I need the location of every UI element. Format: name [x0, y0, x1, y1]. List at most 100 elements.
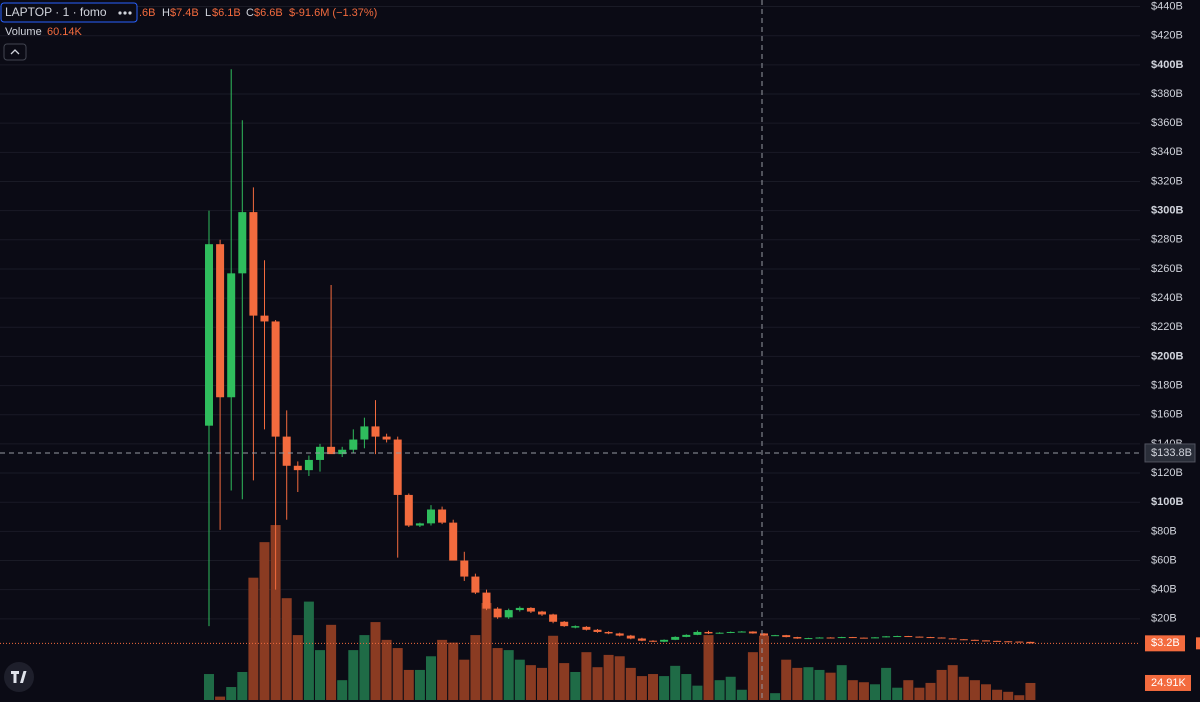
more-icon[interactable]: [118, 11, 132, 15]
candle-body: [482, 592, 491, 609]
symbol-box[interactable]: [0, 2, 138, 23]
candle-body: [205, 244, 213, 426]
candle-body: [982, 640, 990, 642]
volume-bar: [348, 650, 359, 700]
candle-body: [937, 637, 946, 639]
volume-bar: [814, 669, 825, 700]
volume-bar: [514, 659, 525, 700]
volume-bar: [836, 665, 847, 700]
candle-body: [349, 439, 358, 450]
volume-bar: [1025, 682, 1036, 700]
close-key: C: [246, 7, 254, 19]
change-value: $-91.6M (−1.37%): [289, 7, 377, 19]
volume-bar: [226, 687, 237, 700]
volume-label: 24.91K: [1151, 677, 1187, 689]
candles: [0, 69, 1140, 644]
candle-body: [393, 439, 402, 495]
y-tick-label: $320B: [1151, 175, 1183, 187]
volume-bar: [625, 667, 636, 700]
y-tick-label: $380B: [1151, 88, 1183, 100]
candle-body: [871, 637, 879, 639]
low-value: $6.1B: [212, 7, 241, 19]
candle-body: [993, 640, 1002, 642]
candle-body: [515, 607, 524, 611]
volume-bar: [503, 650, 514, 700]
candle-body: [748, 631, 757, 634]
volume-bar: [958, 676, 969, 700]
candle-body: [859, 637, 868, 639]
crosshair-price-box: [1144, 443, 1196, 463]
volume-bar: [870, 684, 880, 700]
crosshair-price-label: $133.8B: [1151, 447, 1192, 459]
volume-bar: [370, 622, 381, 700]
volume-bar: [270, 525, 281, 700]
volume-bar: [803, 667, 814, 700]
y-tick-label: $440B: [1151, 0, 1183, 12]
volume-bar: [703, 635, 714, 700]
volume-bar: [581, 652, 592, 700]
volume-bar: [525, 665, 536, 700]
y-tick-label: $340B: [1151, 146, 1183, 158]
volume-bar: [215, 696, 226, 700]
volume-bar: [736, 689, 747, 700]
volume-bar: [1014, 695, 1025, 700]
collapse-button[interactable]: [3, 43, 27, 61]
y-tick-label: $280B: [1151, 234, 1183, 246]
volume-bar: [448, 642, 459, 700]
candle-body: [793, 637, 802, 639]
volume-bar: [248, 577, 259, 700]
candle-body: [893, 636, 902, 638]
y-tick-label: $100B: [1151, 496, 1183, 508]
volume-bar: [847, 680, 858, 700]
y-tick-label: $300B: [1151, 205, 1183, 217]
y-tick-label: $420B: [1151, 30, 1183, 42]
candle-body: [948, 638, 957, 640]
volume-bar: [237, 671, 248, 700]
candle-body: [882, 636, 891, 638]
volume-bar: [1003, 691, 1014, 700]
volume-bar: [592, 667, 603, 700]
volume-bar: [470, 635, 481, 700]
grid: [0, 6, 1140, 620]
candle-body: [760, 633, 768, 636]
volume-bar: [414, 669, 425, 700]
volume-bar: [636, 676, 647, 700]
volume-key: Volume: [5, 26, 42, 38]
low-key: L: [205, 7, 211, 19]
candle-body: [904, 636, 913, 638]
volume-bar: [947, 665, 958, 700]
volume-bar: [492, 648, 503, 700]
candle-body: [593, 629, 602, 632]
volume-bar: [914, 687, 925, 700]
y-tick-label: $120B: [1151, 467, 1183, 479]
y-tick-label: $220B: [1151, 321, 1183, 333]
candle-body: [404, 494, 413, 526]
volume-bar: [337, 680, 348, 700]
volume-pane: [204, 525, 1036, 700]
volume-bar: [903, 680, 914, 700]
logo[interactable]: [4, 662, 34, 692]
y-tick-label: $80B: [1151, 525, 1177, 537]
candle-body: [959, 639, 968, 641]
volume-bar: [537, 667, 547, 700]
volume-bar: [670, 665, 681, 700]
candle-body: [238, 212, 247, 274]
volume-bar: [925, 682, 936, 700]
volume-bar: [459, 659, 470, 700]
candle-body: [504, 610, 513, 618]
candle-body: [260, 315, 269, 322]
candle-body: [604, 631, 613, 634]
candle-body: [327, 446, 336, 455]
candle-body: [649, 640, 657, 642]
volume-bar: [936, 669, 947, 700]
volume-bar: [981, 684, 991, 700]
volume-bar: [315, 650, 325, 700]
volume-bar: [303, 601, 314, 700]
candle-body: [915, 636, 924, 638]
volume-bar: [392, 648, 403, 700]
candle-body: [782, 635, 791, 638]
volume-bar: [881, 667, 892, 700]
y-tick-label: $40B: [1151, 584, 1177, 596]
volume-bar: [603, 654, 614, 700]
